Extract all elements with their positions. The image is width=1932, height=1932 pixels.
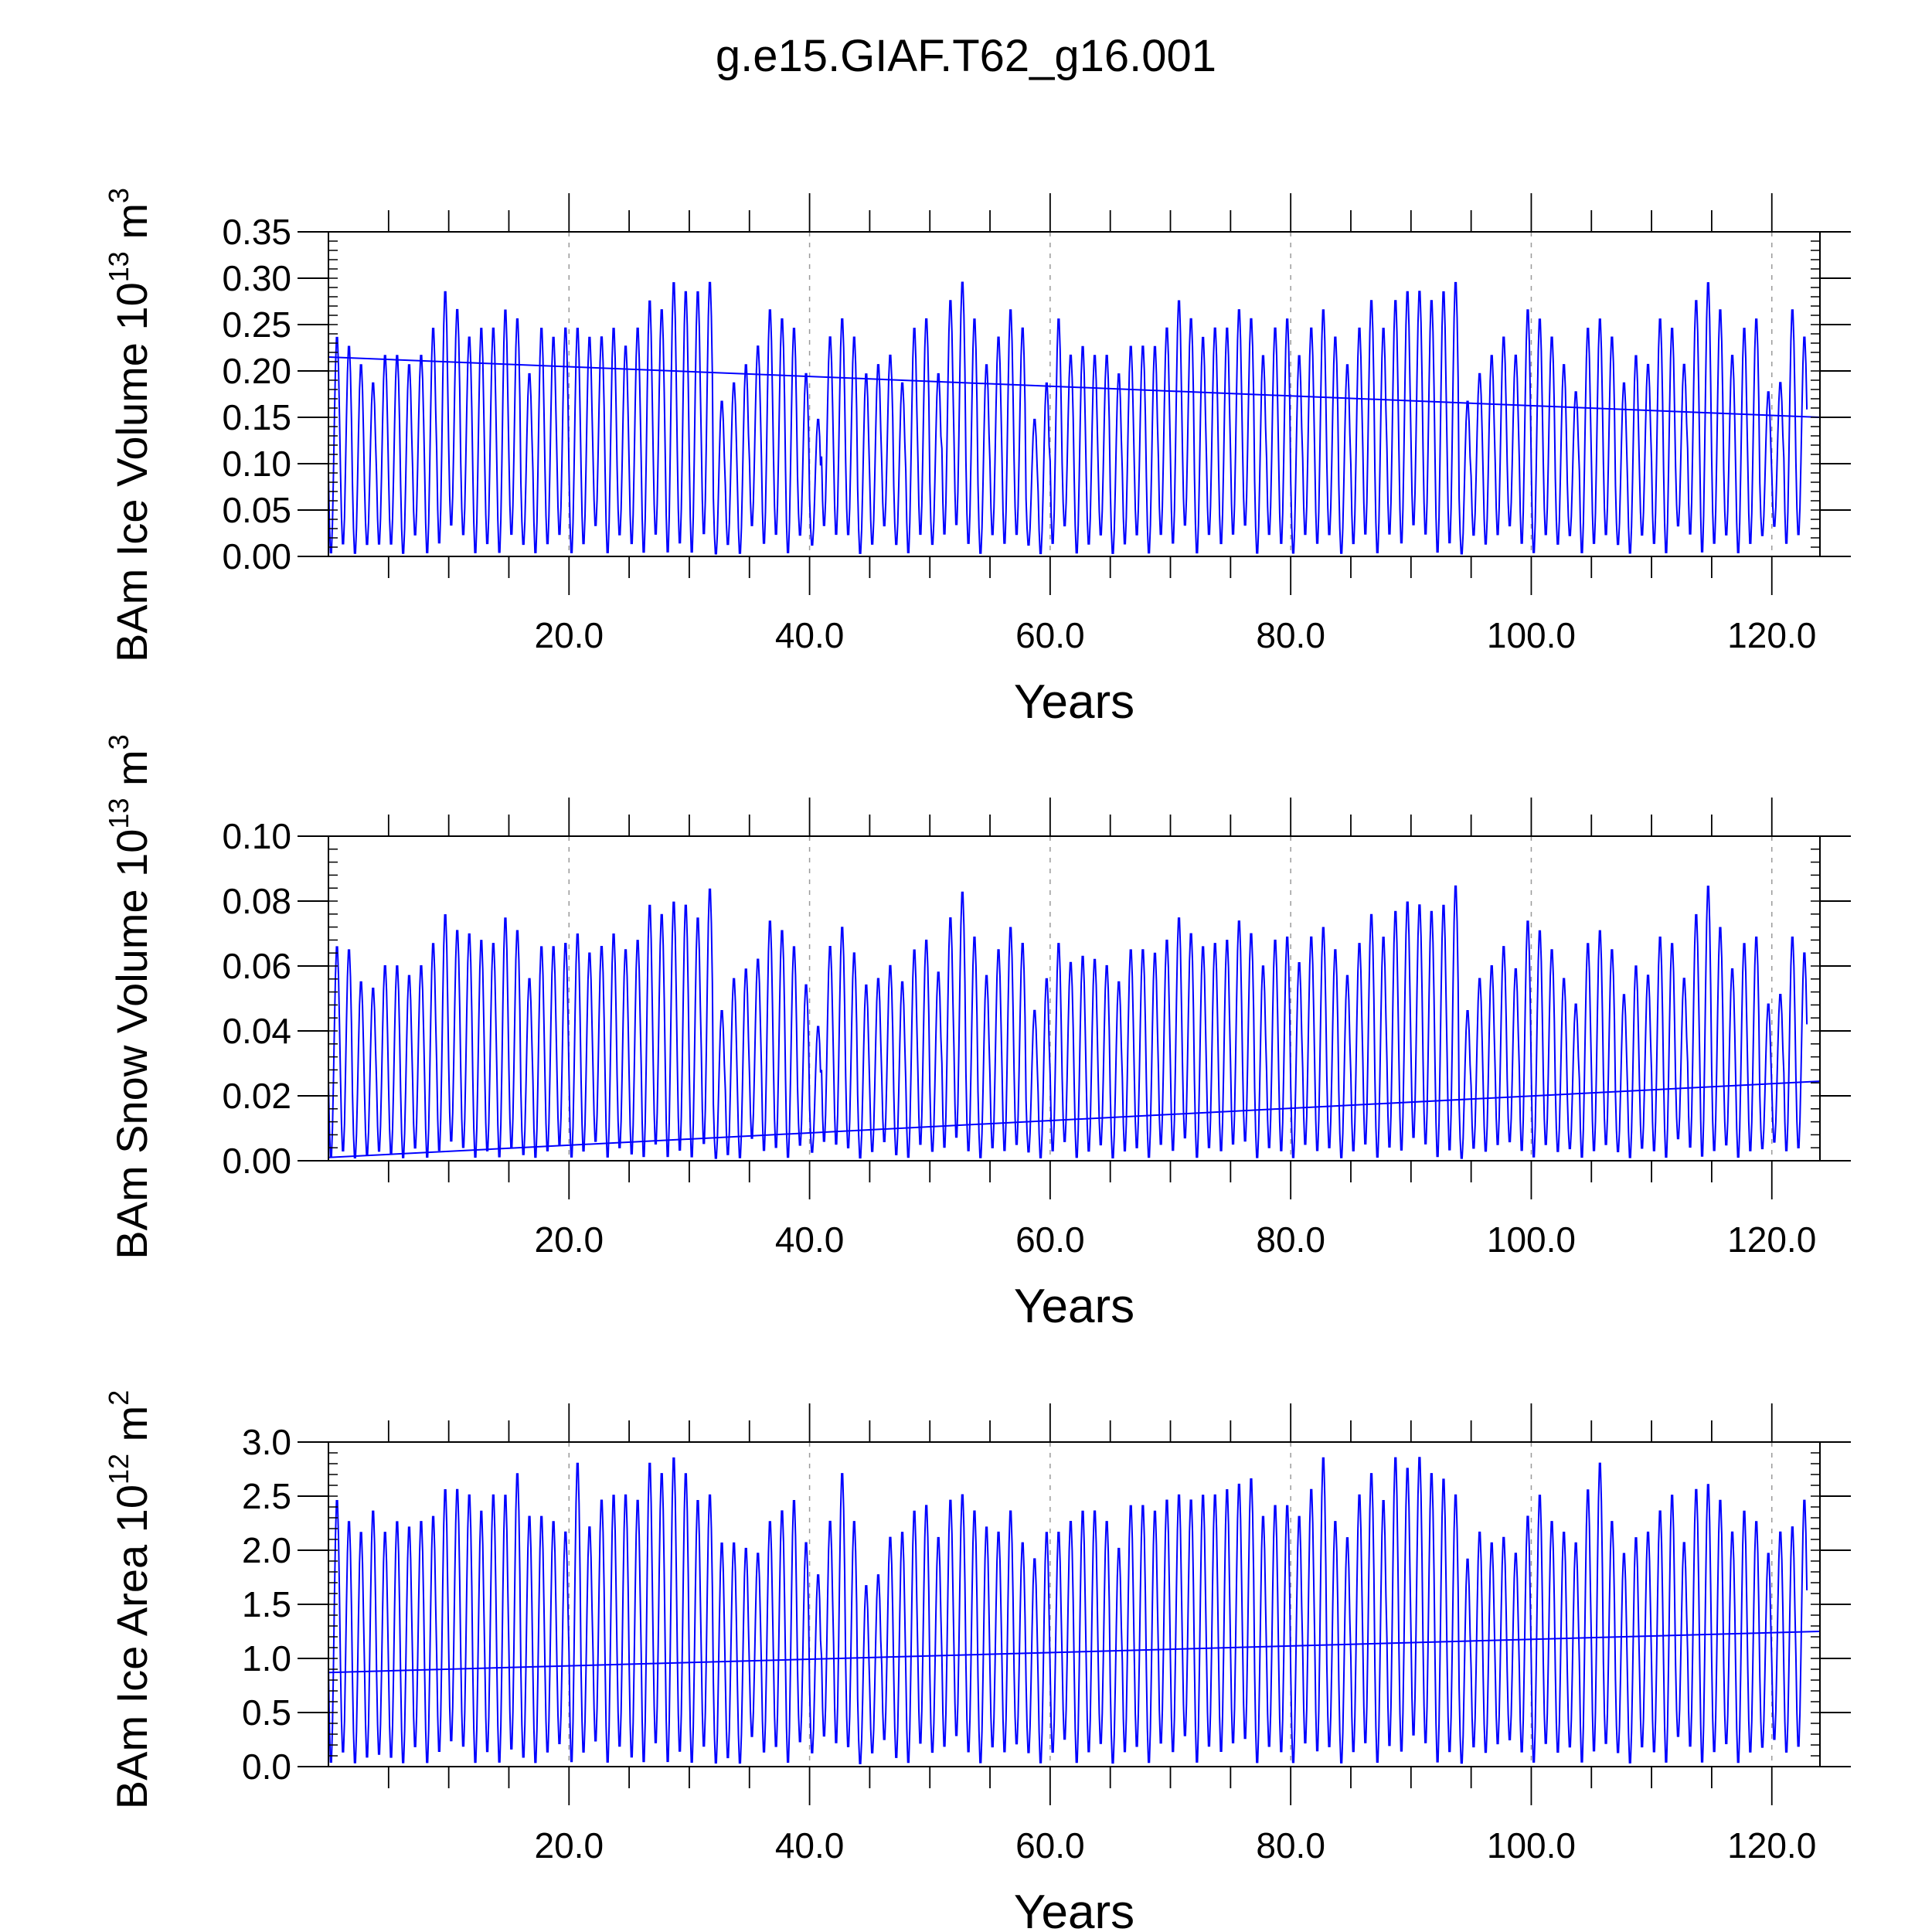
y-tick-label: 1.0 [242, 1638, 291, 1679]
series-trend-line [328, 1080, 1821, 1158]
y-tick-label: 2.0 [242, 1530, 291, 1570]
x-tick-label: 80.0 [1256, 615, 1325, 655]
series-seasonal-line [328, 281, 1808, 555]
y-tick-label: 0.05 [222, 490, 291, 530]
series-seasonal-line [328, 1457, 1808, 1764]
y-tick-label: 0.0 [242, 1747, 291, 1787]
panels: 0.00 0.05 0.10 0.15 0.20 0.25 0.30 0.35 20.0 40.0… [103, 188, 1851, 1932]
y-tick-label: 3.0 [242, 1422, 291, 1462]
plot-frame [328, 231, 1821, 557]
x-axis-label: Years [1014, 675, 1134, 729]
x-tick-label: 60.0 [1015, 1219, 1085, 1260]
panel-3: 0.0 0.5 1.0 1.5 2.0 2.5 3.0 20.0 40.0 60.0 80.0 100… [103, 1390, 1851, 1932]
y-axis-label: BAm Ice Volume 1013 m3 [103, 188, 156, 662]
x-axis-label: Years [1014, 1280, 1134, 1333]
x-tick-label: 100.0 [1487, 1219, 1576, 1260]
x-tick-label: 60.0 [1015, 615, 1085, 655]
x-tick-label: 120.0 [1727, 1219, 1816, 1260]
x-tick-label: 100.0 [1487, 615, 1576, 655]
panel-1: 0.00 0.05 0.10 0.15 0.20 0.25 0.30 0.35 20.0 40.0… [103, 188, 1851, 729]
y-tick-label: 0.30 [222, 258, 291, 298]
series-seasonal-line [328, 885, 1808, 1159]
x-tick-label: 20.0 [535, 615, 604, 655]
y-tick-label: 0.35 [222, 212, 291, 252]
y-tick-label: 0.25 [222, 304, 291, 345]
x-tick-label: 20.0 [535, 1219, 604, 1260]
y-tick-label: 2.5 [242, 1476, 291, 1516]
y-tick-label: 0.10 [222, 816, 291, 856]
panel-2: 0.00 0.02 0.04 0.06 0.08 0.10 20.0 40.0 60.0 80.0… [103, 734, 1851, 1333]
x-tick-label: 120.0 [1727, 615, 1816, 655]
y-tick-label: 1.5 [242, 1584, 291, 1624]
y-tick-label: 0.08 [222, 881, 291, 921]
y-axis-label: BAm Ice Area 1012 m2 [103, 1390, 156, 1810]
y-tick-label: 0.15 [222, 397, 291, 437]
x-tick-label: 60.0 [1015, 1825, 1085, 1866]
y-tick-label: 0.02 [222, 1076, 291, 1116]
x-tick-label: 40.0 [775, 1219, 845, 1260]
x-tick-label: 80.0 [1256, 1219, 1325, 1260]
y-tick-label: 0.00 [222, 536, 291, 577]
y-tick-label: 0.06 [222, 946, 291, 986]
y-axis-label: BAm Snow Volume 1013 m3 [103, 734, 156, 1259]
y-tick-label: 0.20 [222, 351, 291, 391]
x-tick-label: 20.0 [535, 1825, 604, 1866]
figure-title: g.e15.GIAF.T62_g16.001 [716, 31, 1216, 81]
x-tick-label: 80.0 [1256, 1825, 1325, 1866]
x-tick-label: 40.0 [775, 615, 845, 655]
x-axis-label: Years [1014, 1886, 1134, 1932]
series-trend-line [328, 1631, 1821, 1674]
x-tick-label: 40.0 [775, 1825, 845, 1866]
y-tick-label: 0.04 [222, 1011, 291, 1051]
y-tick-label: 0.10 [222, 444, 291, 484]
plot-frame [328, 835, 1821, 1162]
x-tick-label: 120.0 [1727, 1825, 1816, 1866]
series-trend-line [328, 356, 1821, 418]
y-tick-label: 0.5 [242, 1692, 291, 1733]
y-tick-label: 0.00 [222, 1141, 291, 1181]
x-tick-label: 100.0 [1487, 1825, 1576, 1866]
